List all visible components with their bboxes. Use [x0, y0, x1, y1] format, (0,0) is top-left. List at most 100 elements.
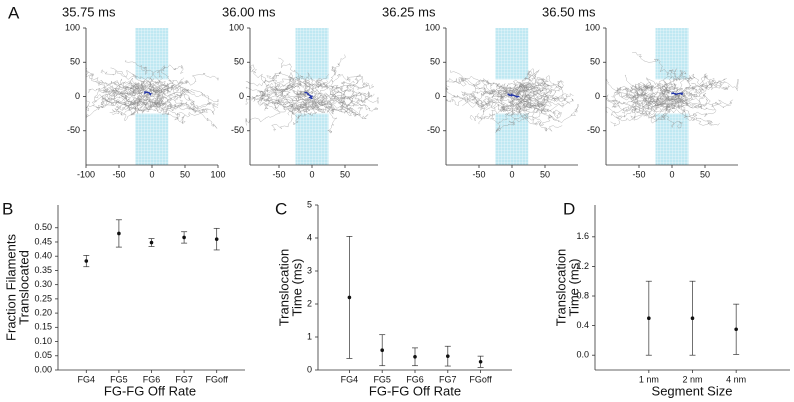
- filament-trace: [110, 67, 165, 96]
- filament-trace: [93, 94, 140, 111]
- y-tick-label: 1.2: [576, 261, 589, 271]
- y-axis-label: Fraction Filaments: [3, 234, 18, 341]
- filament-trace: [85, 64, 136, 97]
- y-tick-label: 50: [70, 57, 80, 67]
- data-point: [182, 235, 186, 240]
- filament-trace: [656, 69, 684, 89]
- y-tick-label: 100: [585, 22, 600, 32]
- filament-trace: [261, 75, 311, 91]
- x-tick-label: -100: [77, 169, 95, 179]
- x-tick-label: FG4: [78, 374, 96, 384]
- x-tick-label: FG6: [143, 374, 161, 384]
- y-tick-label: 5: [307, 199, 312, 209]
- tracked-filament: [507, 92, 520, 98]
- y-axis-label: Time (ms): [289, 258, 304, 316]
- filament-trace: [137, 88, 171, 112]
- y-tick-label: 100: [65, 22, 80, 32]
- x-axis-label: FG-FG Off Rate: [369, 383, 461, 398]
- filament-trace: [518, 78, 539, 91]
- filament-trace: [106, 80, 134, 100]
- y-tick-label: 0: [307, 364, 312, 374]
- data-point: [149, 240, 154, 245]
- x-axis-label: FG-FG Off Rate: [104, 383, 196, 398]
- y-axis-label: Translocation: [276, 249, 291, 327]
- filament-trace: [524, 92, 567, 106]
- panel-title: 36.25 ms: [382, 4, 436, 19]
- y-tick-label: 2: [307, 298, 312, 308]
- y-tick-label: 0.10: [34, 336, 52, 346]
- y-tick-label: 0.40: [34, 251, 52, 261]
- y-tick-label: 0: [75, 91, 80, 101]
- filament-trace: [680, 102, 717, 121]
- panel-title: 35.75 ms: [62, 4, 116, 19]
- filament-trace: [621, 104, 681, 119]
- x-tick-label: FG6: [406, 374, 424, 384]
- filament-trace: [245, 79, 294, 93]
- filament-trace: [329, 86, 375, 99]
- filament-trace: [521, 68, 540, 98]
- filament-trace: [632, 90, 687, 114]
- filament-trace: [616, 102, 670, 120]
- data-point: [413, 355, 417, 359]
- data-point: [84, 259, 89, 263]
- filament-trace: [330, 76, 365, 93]
- filament-trace: [310, 98, 338, 134]
- filament-trace: [621, 88, 671, 101]
- filament-trace: [162, 101, 218, 129]
- panel-label: D: [563, 199, 575, 218]
- filament-trace: [266, 71, 302, 86]
- filament-trace: [610, 110, 655, 127]
- filament-trace: [447, 78, 508, 93]
- filament-trace: [522, 75, 563, 89]
- filament-trace: [476, 105, 506, 120]
- filament-trace: [330, 99, 370, 110]
- filament-trace: [315, 82, 370, 107]
- panel: -50 0 50 100 -50 0 50 36.50 ms: [542, 4, 739, 179]
- filament-trace: [274, 91, 306, 102]
- data-point: [380, 348, 385, 353]
- filament-trace: [140, 82, 207, 97]
- filament-trace: [303, 83, 326, 94]
- filament-trace: [323, 54, 346, 86]
- filament-trace: [313, 80, 355, 103]
- x-tick-label: -50: [472, 169, 485, 179]
- filament-trace: [605, 79, 649, 99]
- y-tick-label: 50: [430, 57, 440, 67]
- x-tick-label: 50: [180, 169, 190, 179]
- panel-label: A: [8, 3, 20, 22]
- y-tick-label: 0: [435, 91, 440, 101]
- y-tick-label: 0.15: [34, 322, 52, 332]
- x-axis-label: Segment Size: [652, 383, 733, 398]
- filament-trace: [269, 82, 321, 105]
- y-tick-label: -50: [67, 125, 80, 135]
- filament-trace: [519, 109, 562, 126]
- y-axis-label: Translocated: [16, 250, 31, 325]
- x-tick-label: FG5: [373, 374, 391, 384]
- x-tick-label: -50: [272, 169, 285, 179]
- y-tick-label: 0.20: [34, 307, 52, 317]
- filament-trace: [633, 97, 682, 121]
- y-tick-label: 0.8: [576, 290, 589, 300]
- pore-wall: [655, 113, 689, 165]
- filament-trace: [648, 104, 677, 124]
- filament-trace: [445, 91, 492, 107]
- data-point: [734, 327, 738, 332]
- filament-trace: [312, 94, 359, 117]
- filament-trace: [162, 102, 219, 115]
- pore-wall: [295, 113, 329, 165]
- filament-trace: [249, 64, 305, 96]
- filament-trace: [605, 97, 659, 114]
- y-tick-label: 3: [307, 265, 312, 275]
- filament-trace: [139, 79, 185, 98]
- panel: -50 0 50 100 -100 -50 0 50 100 35.75 ms A: [8, 3, 226, 179]
- y-tick-label: 0.50: [34, 222, 52, 232]
- tracked-filament: [671, 92, 684, 96]
- x-tick-label: 50: [340, 169, 350, 179]
- x-tick-label: FG4: [341, 374, 359, 384]
- filament-trace: [257, 89, 311, 110]
- pore-wall: [495, 113, 529, 165]
- filament-trace: [95, 80, 152, 107]
- tracked-filament: [143, 91, 153, 96]
- filament-trace: [296, 91, 314, 109]
- filament-trace: [464, 87, 522, 103]
